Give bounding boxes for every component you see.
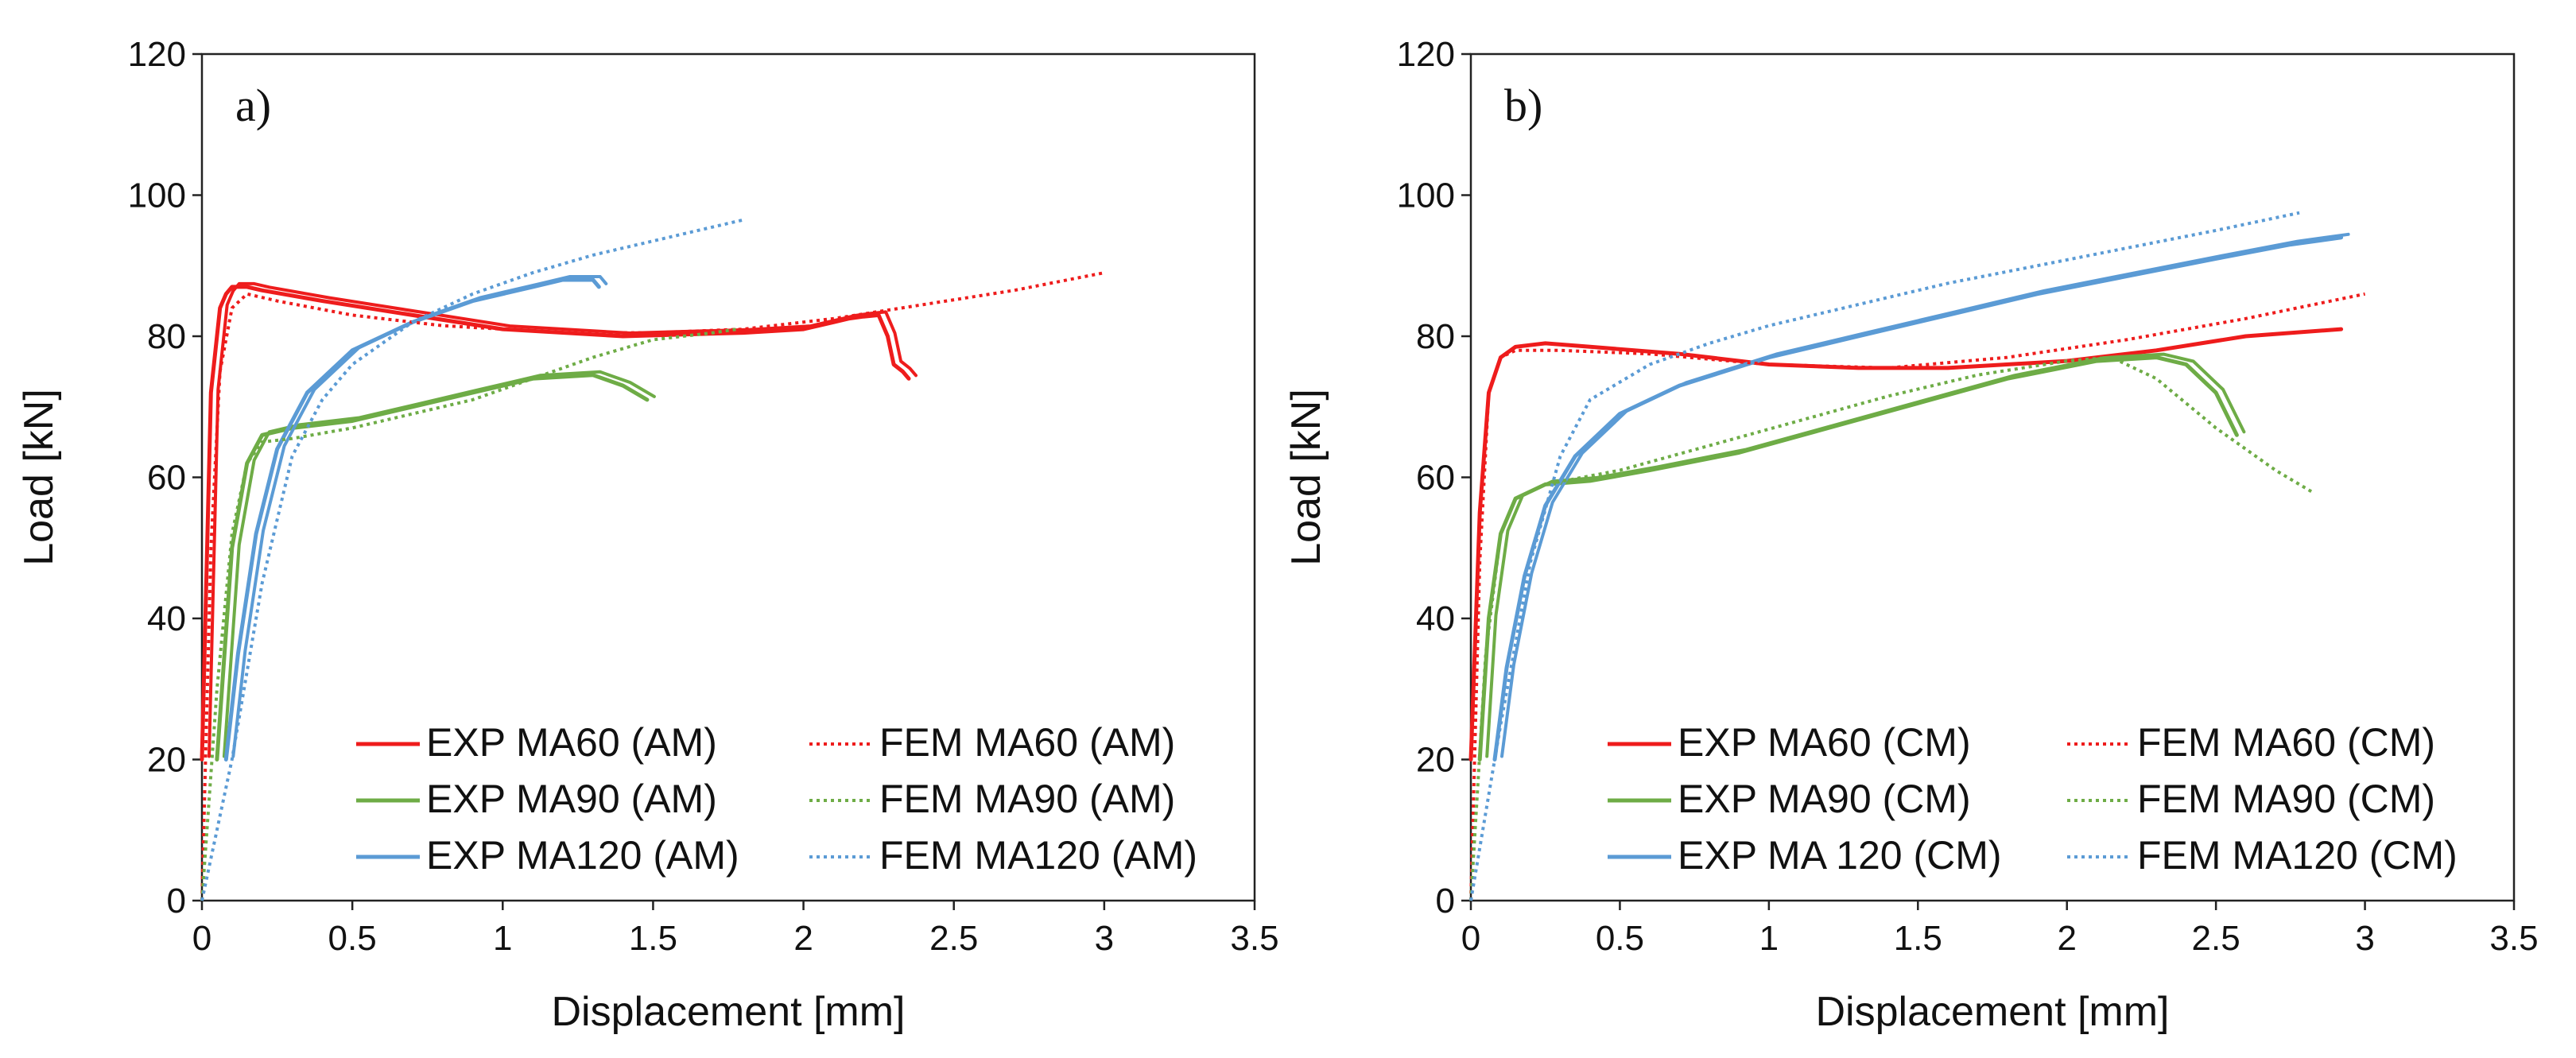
legend-label: FEM MA90 (CM) <box>2137 777 2435 821</box>
series-line-exp-ma-120-cm <box>1492 232 2350 762</box>
x-tick-label: 1.5 <box>1894 919 1942 958</box>
panel-label: b) <box>1504 79 1542 131</box>
series-line-fem-ma60-cm <box>1469 292 2366 901</box>
series-line-fem-ma120-am <box>200 218 744 901</box>
x-tick-label: 0.5 <box>328 919 377 958</box>
legend-label: FEM MA60 (CM) <box>2137 720 2435 765</box>
series-line-fem-ma90-cm <box>1469 355 2313 901</box>
y-axis-title: Load [kN] <box>1283 389 1329 566</box>
y-tick-label: 20 <box>147 741 186 780</box>
series-line-exp-ma90-am <box>215 370 656 762</box>
x-tick-label: 2 <box>793 919 813 958</box>
panel-label: a) <box>235 79 271 131</box>
legend-label: FEM MA120 (CM) <box>2137 833 2458 878</box>
x-tick-label: 3 <box>2355 919 2374 958</box>
legend-label: FEM MA120 (AM) <box>879 833 1197 878</box>
legend-label: EXP MA 120 (CM) <box>1678 833 2002 878</box>
x-tick-label: 0.5 <box>1596 919 1644 958</box>
x-tick-label: 2 <box>2057 919 2076 958</box>
legend-label: EXP MA60 (CM) <box>1678 720 1971 765</box>
y-tick-label: 40 <box>1416 599 1455 638</box>
y-axis-title: Load [kN] <box>16 389 62 566</box>
series-line-exp-ma60-cm <box>1468 327 2344 762</box>
series-line-exp-ma90-am-b <box>222 370 656 758</box>
y-tick-label: 60 <box>147 459 186 498</box>
legend-label: EXP MA90 (AM) <box>426 777 717 821</box>
chart-panel-a: 0 20 40 60 80 100 120 0 0.5 1 1.5 2 2.5 3 3.5 Displacem… <box>16 35 1279 1035</box>
y-tick-label: 60 <box>1416 459 1455 498</box>
series-line-fem-ma90-am <box>200 327 738 901</box>
y-tick-label: 120 <box>1397 35 1455 74</box>
y-tick-label: 0 <box>1436 882 1455 920</box>
y-tick-label: 120 <box>128 35 186 74</box>
y-tick-label: 0 <box>167 882 186 920</box>
y-tick-label: 100 <box>1397 176 1455 215</box>
series-line-exp-ma-120-cm-b <box>1500 232 2350 758</box>
chart-panel-b: 0 20 40 60 80 100 120 0 0.5 1 1.5 2 2.5 3 3.5 Displacem… <box>1283 35 2539 1035</box>
x-tick-label: 3.5 <box>2489 919 2538 958</box>
legend-label: EXP MA120 (AM) <box>426 833 739 878</box>
y-tick-label: 40 <box>147 599 186 638</box>
legend-label: FEM MA60 (AM) <box>879 720 1175 765</box>
x-tick-label: 3 <box>1095 919 1114 958</box>
legend-label: FEM MA90 (AM) <box>879 777 1175 821</box>
x-tick-label: 2.5 <box>2192 919 2240 958</box>
y-tick-label: 20 <box>1416 741 1455 780</box>
x-tick-label: 1 <box>1759 919 1779 958</box>
series-line-exp-ma90-cm-b <box>1485 352 2246 758</box>
x-tick-label: 0 <box>1461 919 1480 958</box>
x-tick-label: 3.5 <box>1230 919 1278 958</box>
x-tick-label: 1 <box>493 919 512 958</box>
x-tick-label: 0 <box>192 919 211 958</box>
y-tick-label: 100 <box>128 176 186 215</box>
y-tick-label: 80 <box>147 317 186 356</box>
x-tick-label: 1.5 <box>629 919 677 958</box>
x-tick-label: 2.5 <box>929 919 978 958</box>
x-axis-title: Displacement [mm] <box>552 989 906 1035</box>
series-line-fem-ma120-cm <box>1469 211 2300 901</box>
y-tick-label: 80 <box>1416 317 1455 356</box>
x-axis-title: Displacement [mm] <box>1816 989 2170 1035</box>
legend-label: EXP MA60 (AM) <box>426 720 717 765</box>
series-line-exp-ma60-am-a <box>200 285 911 762</box>
legend-label: EXP MA90 (CM) <box>1678 777 1971 821</box>
